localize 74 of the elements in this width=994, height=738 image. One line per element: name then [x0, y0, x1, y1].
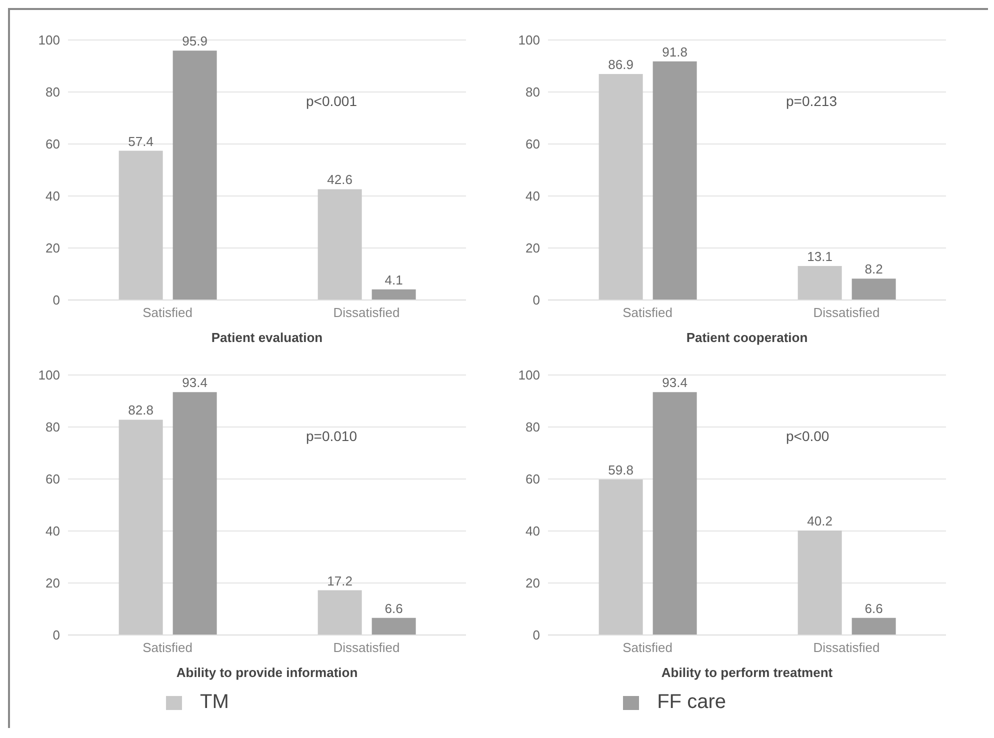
bar [372, 289, 416, 300]
y-tick-label: 20 [46, 240, 60, 256]
x-tick-label: Satisfied [142, 640, 192, 656]
x-axis-title: Ability to provide information [175, 665, 359, 680]
annotation: p=0.213 [786, 93, 837, 109]
legend-label: TM [200, 691, 229, 714]
bar [852, 278, 896, 300]
bar [318, 189, 362, 300]
data-label: 6.6 [384, 600, 403, 616]
data-label: 95.9 [182, 34, 208, 49]
annotation: p<0.001 [306, 93, 357, 109]
legend-label: FF care [657, 691, 726, 714]
y-tick-label: 80 [526, 420, 540, 435]
data-label: 59.8 [608, 462, 634, 478]
y-tick-label: 20 [526, 576, 540, 591]
annotation: p=0.010 [306, 428, 357, 444]
y-tick-label: 100 [518, 32, 540, 48]
bar [118, 150, 163, 300]
y-tick-label: 40 [526, 524, 540, 539]
bar [598, 74, 643, 300]
y-tick-label: 0 [532, 628, 540, 643]
data-label: 93.4 [662, 375, 688, 390]
data-label: 8.2 [864, 262, 883, 277]
bar [798, 266, 842, 300]
data-label: 40.2 [807, 513, 832, 528]
y-tick-label: 60 [526, 472, 540, 487]
y-tick-label: 60 [46, 136, 60, 152]
data-label: 91.8 [662, 44, 688, 60]
bar [172, 392, 217, 635]
bar [652, 61, 697, 300]
data-label: 42.6 [327, 172, 352, 188]
x-tick-label: Dissatisfied [813, 640, 880, 656]
y-tick-label: 100 [518, 368, 540, 383]
y-tick-label: 0 [52, 292, 60, 308]
bar [598, 480, 643, 635]
data-label: 57.4 [128, 134, 154, 149]
bar [798, 530, 842, 635]
data-label: 86.9 [608, 57, 634, 72]
y-tick-label: 20 [526, 240, 540, 256]
annotation: p<0.00 [786, 428, 830, 444]
y-tick-label: 80 [46, 420, 60, 435]
y-tick-label: 60 [46, 472, 60, 487]
data-label: 93.4 [182, 375, 208, 390]
y-tick-label: 60 [526, 136, 540, 152]
y-tick-label: 80 [46, 84, 60, 100]
bar [652, 392, 697, 635]
y-tick-label: 0 [532, 292, 540, 308]
y-tick-label: 80 [526, 84, 540, 100]
data-label: 13.1 [807, 248, 832, 264]
y-tick-label: 40 [46, 188, 60, 204]
y-tick-label: 0 [52, 628, 60, 643]
bar [318, 590, 362, 635]
x-tick-label: Satisfied [142, 305, 192, 320]
x-tick-label: Dissatisfied [333, 640, 400, 656]
bar [172, 50, 217, 300]
y-tick-label: 100 [38, 32, 60, 48]
y-tick-label: 20 [46, 576, 60, 591]
data-label: 6.6 [864, 600, 883, 616]
y-tick-label: 100 [38, 368, 60, 383]
x-axis-title: Patient evaluation [210, 330, 324, 345]
x-tick-label: Satisfied [622, 640, 672, 656]
bar [852, 618, 896, 635]
data-label: 17.2 [327, 573, 352, 588]
x-tick-label: Satisfied [622, 305, 672, 320]
x-tick-label: Dissatisfied [333, 305, 400, 320]
bar [118, 420, 163, 635]
data-label: 82.8 [128, 402, 154, 418]
x-tick-label: Dissatisfied [813, 305, 880, 320]
x-axis-title: Ability to perform treatment [660, 665, 834, 680]
data-label: 4.1 [384, 272, 403, 288]
y-tick-label: 40 [526, 188, 540, 204]
bar [372, 618, 416, 635]
y-tick-label: 40 [46, 524, 60, 539]
x-axis-title: Patient cooperation [685, 330, 809, 345]
